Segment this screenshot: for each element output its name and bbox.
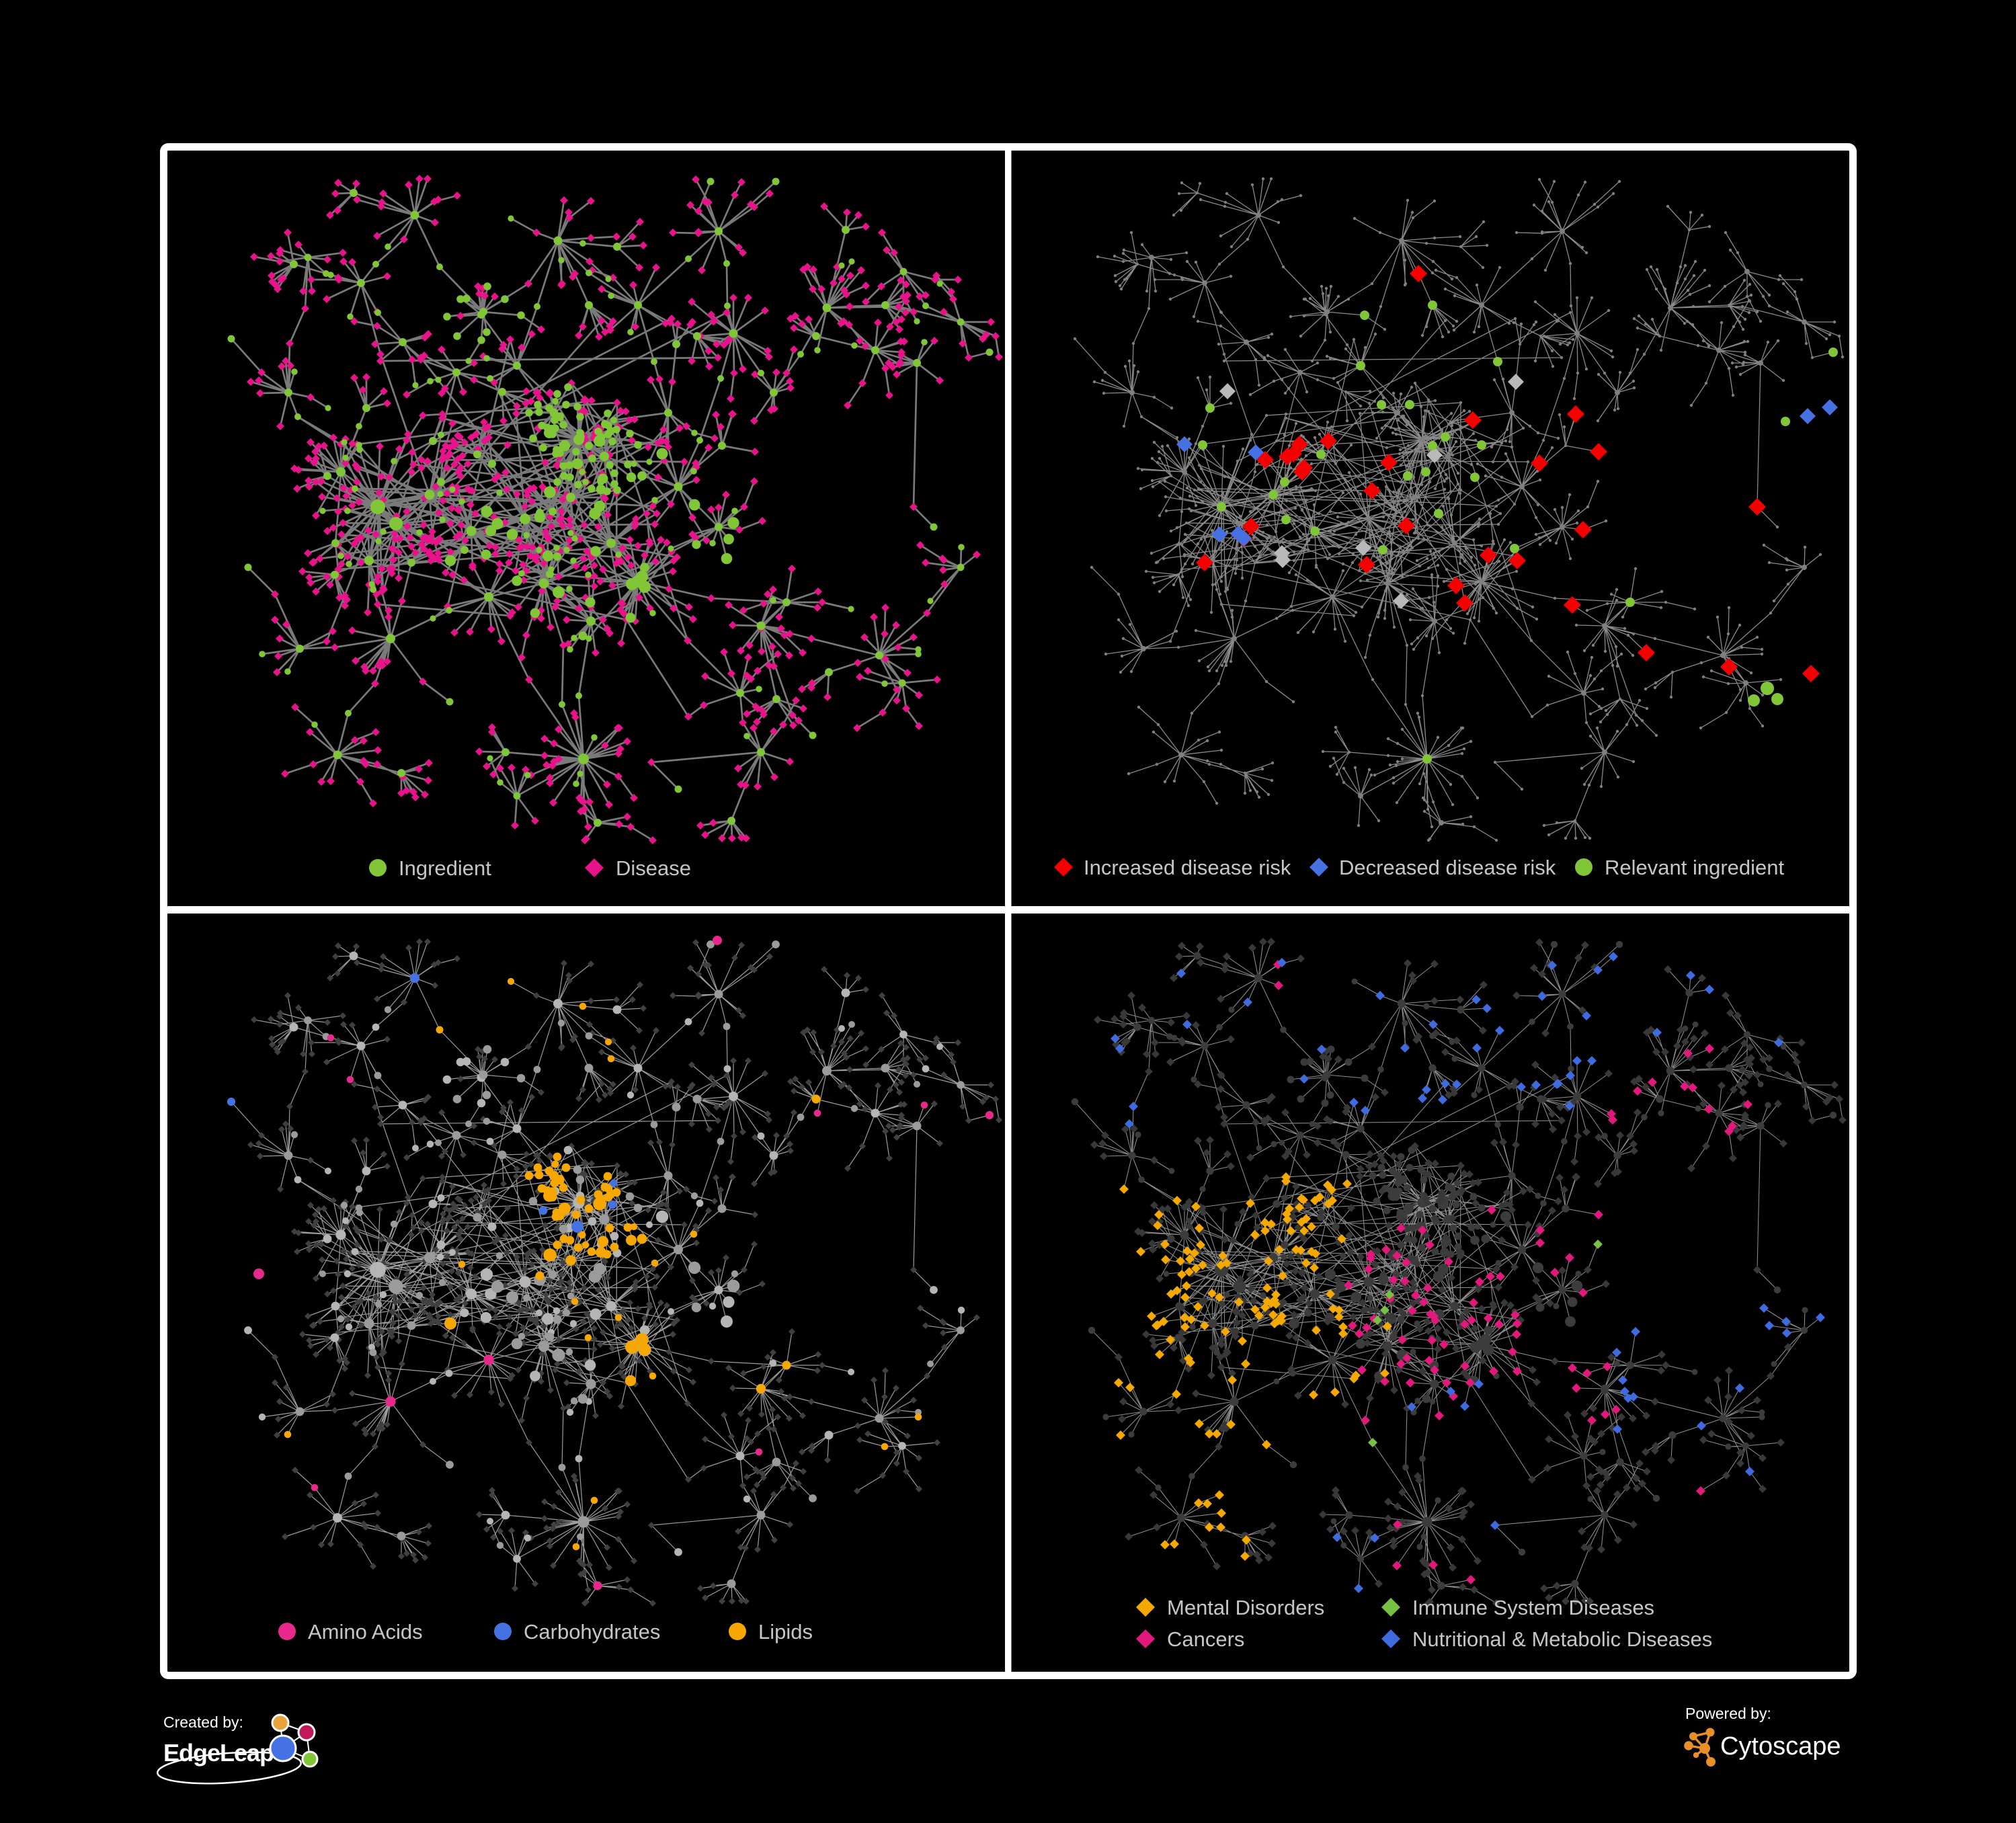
svg-text:Powered by:: Powered by: <box>1685 1705 1771 1722</box>
svg-text:Nutritional & Metabolic Diseas: Nutritional & Metabolic Diseases <box>1412 1627 1712 1651</box>
svg-text:Ingredient: Ingredient <box>399 856 491 880</box>
svg-text:Cytoscape: Cytoscape <box>1720 1732 1841 1760</box>
svg-text:Amino Acids: Amino Acids <box>308 1620 423 1644</box>
svg-text:Immune System Diseases: Immune System Diseases <box>1412 1596 1654 1619</box>
svg-text:Lipids: Lipids <box>758 1620 813 1644</box>
svg-text:Created by:: Created by: <box>163 1713 243 1731</box>
svg-text:Mental Disorders: Mental Disorders <box>1167 1596 1324 1619</box>
svg-text:Carbohydrates: Carbohydrates <box>524 1620 660 1644</box>
svg-text:Cancers: Cancers <box>1167 1627 1244 1651</box>
svg-text:Increased disease risk: Increased disease risk <box>1084 856 1291 879</box>
svg-text:Disease: Disease <box>616 856 691 880</box>
svg-text:Relevant ingredient: Relevant ingredient <box>1605 856 1785 879</box>
svg-text:Decreased disease risk: Decreased disease risk <box>1339 856 1556 879</box>
